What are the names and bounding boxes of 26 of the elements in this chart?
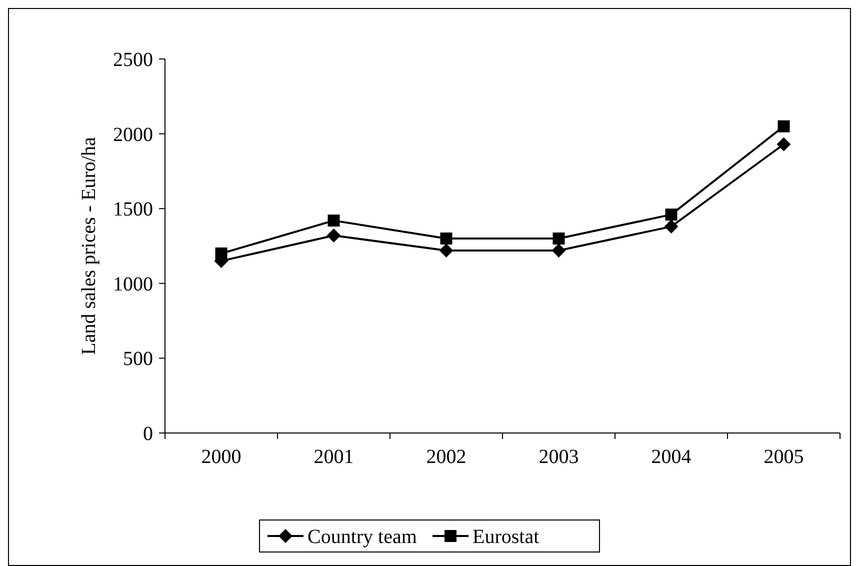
point [778,120,790,132]
x-tick-label: 2003 [538,446,579,468]
y-tick-label: 2000 [113,124,153,146]
point [328,214,340,227]
y-tick-label: 500 [123,348,153,370]
point [776,137,791,152]
y-axis-title: Land sales prices - Euro/ha [78,137,100,355]
y-tick-label: 1500 [113,198,153,221]
y-tick-label: 2500 [113,49,153,71]
legend-label: Country team [308,526,418,548]
y-tick-label: 1000 [113,273,153,296]
x-tick-label: 2004 [651,446,692,468]
legend-label: Eurostat [472,526,540,548]
point [552,243,566,258]
x-tick-label: 2005 [764,446,804,468]
y-tick-label: 0 [143,423,153,445]
point [665,208,678,221]
x-tick-label: 2001 [314,446,354,468]
x-tick-label: 2002 [426,446,466,468]
x-tick-label: 2000 [201,446,242,468]
point [326,228,341,243]
point [439,243,454,258]
point [440,232,452,245]
point [552,232,565,245]
point [664,220,678,234]
point [215,247,228,260]
